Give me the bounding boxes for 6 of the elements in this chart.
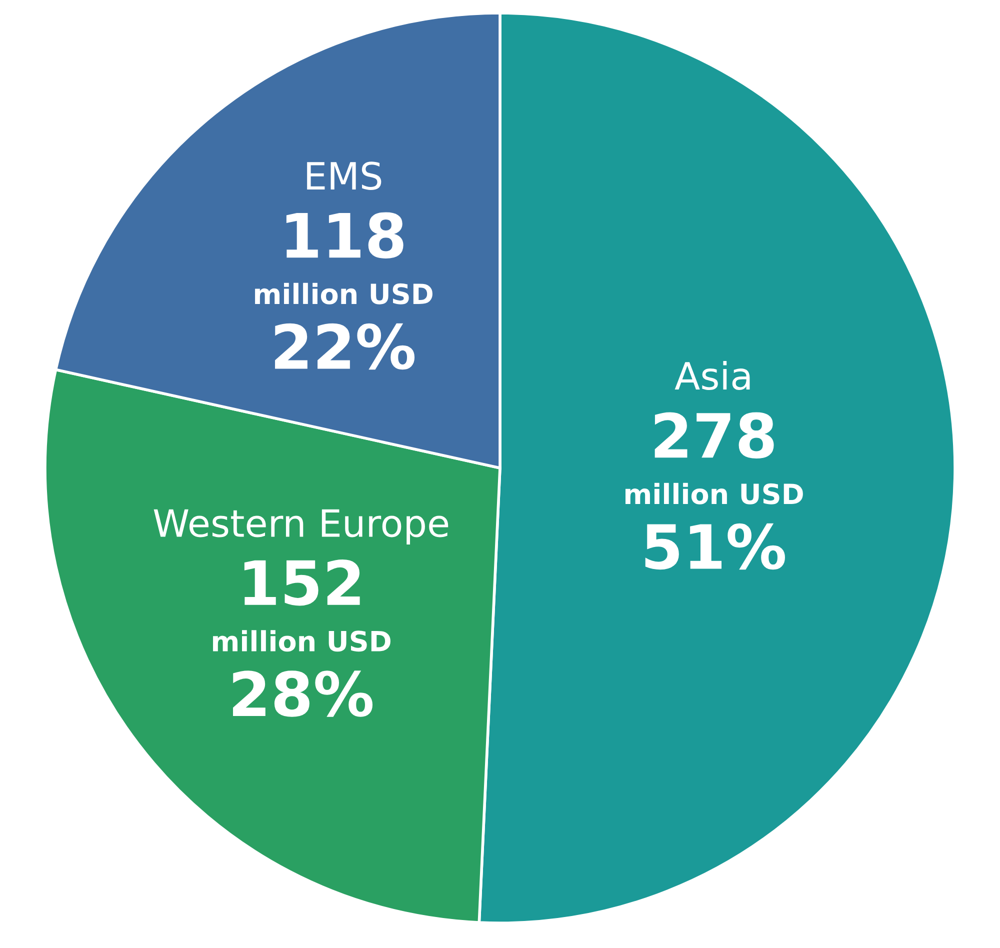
slice-label: EMS xyxy=(307,162,382,190)
slice-label: Western Europe xyxy=(154,509,448,545)
data-label: 278 million USD 51% xyxy=(626,412,803,570)
data-label: 118 million USD 22% xyxy=(255,212,432,370)
data-label: 152 million USD 28% xyxy=(213,560,390,717)
slice-label: Asia xyxy=(674,361,750,390)
